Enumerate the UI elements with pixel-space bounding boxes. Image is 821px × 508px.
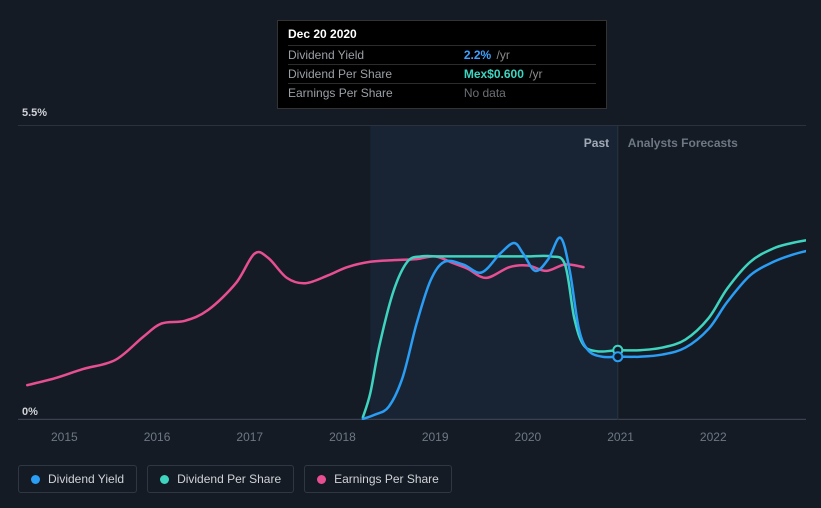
legend-swatch bbox=[31, 475, 40, 484]
legend-label: Dividend Per Share bbox=[177, 472, 281, 486]
tooltip-date: Dec 20 2020 bbox=[288, 27, 596, 45]
x-tick-label: 2020 bbox=[515, 430, 542, 444]
legend: Dividend Yield Dividend Per Share Earnings… bbox=[18, 465, 452, 493]
legend-label: Earnings Per Share bbox=[334, 472, 439, 486]
x-tick-label: 2015 bbox=[51, 430, 78, 444]
tooltip-row-label: Dividend Per Share bbox=[288, 65, 464, 84]
chart-svg bbox=[18, 125, 806, 420]
legend-item-yield[interactable]: Dividend Yield bbox=[18, 465, 137, 493]
legend-item-dps[interactable]: Dividend Per Share bbox=[147, 465, 294, 493]
tooltip-row-value: 2.2% /yr bbox=[464, 46, 596, 65]
legend-swatch bbox=[317, 475, 326, 484]
tooltip: Dec 20 2020 Dividend Yield2.2% /yrDivide… bbox=[277, 20, 607, 109]
x-tick-label: 2016 bbox=[144, 430, 171, 444]
tooltip-row-label: Earnings Per Share bbox=[288, 84, 464, 103]
x-tick-label: 2022 bbox=[700, 430, 727, 444]
plot-area[interactable] bbox=[18, 125, 806, 420]
y-axis-max: 5.5% bbox=[22, 107, 47, 119]
x-tick-label: 2021 bbox=[607, 430, 634, 444]
x-tick-label: 2017 bbox=[236, 430, 263, 444]
tooltip-row-value: Mex$0.600 /yr bbox=[464, 65, 596, 84]
legend-swatch bbox=[160, 475, 169, 484]
x-tick-label: 2018 bbox=[329, 430, 356, 444]
tooltip-row-label: Dividend Yield bbox=[288, 46, 464, 65]
tooltip-row-value: No data bbox=[464, 84, 596, 103]
dividend-chart: 5.5% 0% Past Analysts Forecasts 20152016… bbox=[0, 0, 821, 508]
x-tick-label: 2019 bbox=[422, 430, 449, 444]
tooltip-table: Dividend Yield2.2% /yrDividend Per Share… bbox=[288, 45, 596, 102]
legend-label: Dividend Yield bbox=[48, 472, 124, 486]
legend-item-eps[interactable]: Earnings Per Share bbox=[304, 465, 452, 493]
